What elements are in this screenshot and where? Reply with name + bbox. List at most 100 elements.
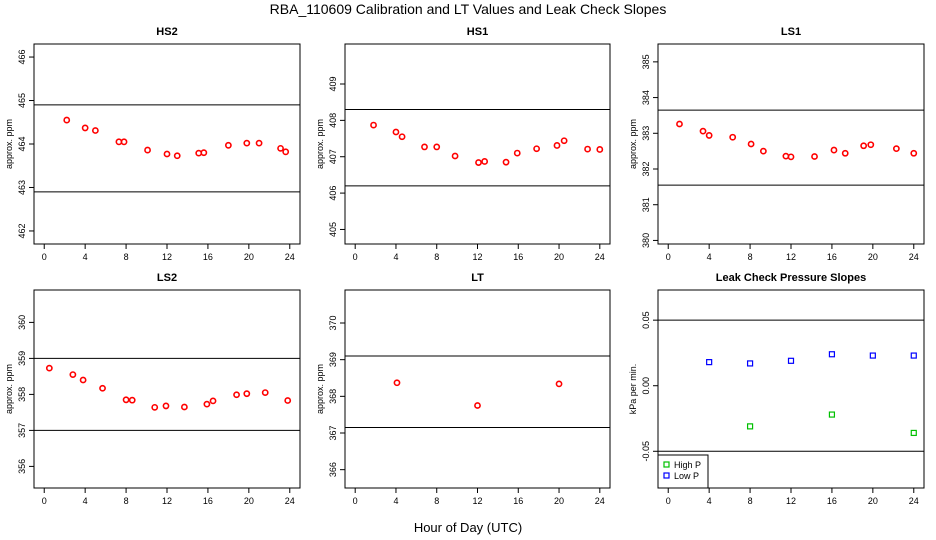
- legend-label: Low P: [674, 471, 699, 481]
- data-point: [282, 148, 290, 156]
- y-tick-label: 463: [17, 180, 27, 195]
- y-tick-label: 405: [328, 222, 338, 237]
- panel-3: LS1 0 4 8 12 16 20 24 380 381 382 383 384 385 approx. …: [628, 26, 925, 262]
- data-point: [433, 143, 441, 151]
- x-tick-label: 16: [513, 496, 523, 506]
- x-tick-label: 8: [124, 496, 129, 506]
- y-tick-label: 368: [328, 389, 338, 404]
- data-point: [79, 376, 87, 384]
- data-point: [910, 149, 918, 157]
- data-point: [706, 359, 713, 366]
- y-tick-label: 360: [17, 315, 27, 330]
- data-point: [163, 150, 171, 158]
- x-tick-label: 8: [434, 252, 439, 262]
- data-point: [553, 142, 561, 149]
- y-tick-label: 409: [328, 76, 338, 91]
- data-point: [200, 149, 208, 157]
- data-point: [860, 142, 868, 150]
- x-tick-label: 0: [353, 252, 358, 262]
- panel-title: LT: [471, 272, 484, 284]
- x-tick-label: 16: [203, 252, 213, 262]
- data-point: [811, 153, 818, 160]
- data-point: [596, 146, 604, 153]
- data-point: [869, 352, 876, 359]
- x-tick-label: 16: [513, 252, 523, 262]
- y-tick-label: 462: [17, 223, 27, 238]
- data-point: [867, 141, 875, 149]
- x-tick-label: 0: [42, 496, 47, 506]
- data-point: [243, 390, 251, 398]
- x-tick-label: 12: [472, 252, 482, 262]
- data-point: [209, 397, 217, 405]
- x-tick-label: 16: [203, 496, 213, 506]
- x-tick-label: 4: [83, 496, 88, 506]
- legend-marker: [663, 472, 670, 479]
- x-tick-label: 12: [162, 496, 172, 506]
- x-tick-label: 12: [786, 496, 796, 506]
- legend-box: [657, 454, 709, 489]
- data-point: [555, 380, 563, 388]
- y-tick-label: 0.05: [641, 311, 651, 329]
- x-tick-label: 12: [472, 496, 482, 506]
- data-point: [151, 403, 159, 411]
- data-point: [122, 396, 130, 404]
- data-point: [787, 153, 795, 161]
- plot-frame: [33, 289, 301, 489]
- data-point: [451, 152, 459, 160]
- y-axis-label: kPa per min.: [628, 364, 638, 415]
- data-point: [746, 360, 754, 367]
- panel-1: HS2 0 4 8 12 16 20 24 462 463 464 465 466 approx. ppm: [4, 26, 301, 262]
- y-tick-label: 383: [641, 126, 651, 141]
- data-point: [91, 127, 99, 134]
- data-point: [261, 389, 269, 396]
- chart-panels: HS2 0 4 8 12 16 20 24 462 463 464 465 466 approx. ppm…: [4, 26, 925, 506]
- data-point: [144, 146, 151, 154]
- x-tick-label: 8: [434, 496, 439, 506]
- panel-title: Leak Check Pressure Slopes: [716, 272, 866, 284]
- data-point: [99, 384, 106, 392]
- x-tick-label: 4: [83, 252, 88, 262]
- x-tick-label: 24: [285, 252, 295, 262]
- x-tick-label: 12: [162, 252, 172, 262]
- data-point: [705, 132, 713, 139]
- panel-title: HS2: [156, 26, 177, 38]
- data-point: [63, 116, 71, 124]
- figure-x-axis-label: Hour of Day (UTC): [414, 520, 522, 535]
- data-point: [699, 127, 707, 135]
- data-point: [513, 149, 521, 157]
- data-point: [370, 121, 377, 129]
- data-point: [81, 124, 89, 132]
- data-point: [533, 145, 541, 153]
- y-tick-label: 369: [328, 352, 338, 367]
- x-tick-label: 24: [595, 252, 605, 262]
- x-tick-label: 20: [554, 252, 564, 262]
- x-tick-label: 16: [827, 252, 837, 262]
- y-axis-label: approx. ppm: [4, 119, 14, 169]
- data-point: [910, 352, 917, 359]
- data-point: [759, 147, 767, 155]
- data-point: [910, 429, 917, 437]
- panel-2: HS1 0 4 8 12 16 20 24 405 406 407 408 409 approx. ppm: [315, 26, 611, 262]
- data-point: [747, 140, 755, 148]
- y-axis-label: approx. ppm: [628, 119, 638, 169]
- y-tick-label: 370: [328, 315, 338, 330]
- data-point: [45, 364, 53, 372]
- data-point: [746, 423, 754, 430]
- x-tick-label: 8: [748, 496, 753, 506]
- x-tick-label: 20: [868, 252, 878, 262]
- y-tick-label: 381: [641, 197, 651, 212]
- y-tick-label: 380: [641, 233, 651, 248]
- data-point: [243, 139, 251, 147]
- x-tick-label: 0: [42, 252, 47, 262]
- legend-label: High P: [674, 460, 701, 470]
- data-point: [729, 133, 737, 141]
- y-tick-label: 384: [641, 90, 651, 105]
- figure-title: RBA_110609 Calibration and LT Values and…: [270, 1, 667, 17]
- y-tick-label: 408: [328, 113, 338, 128]
- x-tick-label: 20: [244, 496, 254, 506]
- x-tick-label: 4: [393, 252, 398, 262]
- x-tick-label: 8: [748, 252, 753, 262]
- y-tick-label: 385: [641, 54, 651, 69]
- x-tick-label: 8: [124, 252, 129, 262]
